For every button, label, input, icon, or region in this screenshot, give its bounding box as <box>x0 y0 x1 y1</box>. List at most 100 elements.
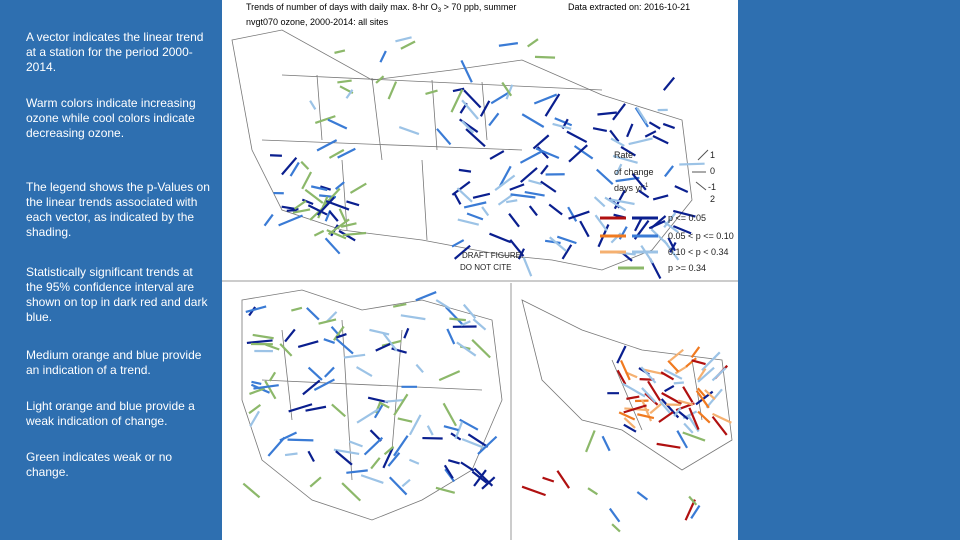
trend-vector <box>444 306 464 326</box>
trend-vector <box>456 341 477 357</box>
trend-vector <box>281 156 298 176</box>
trend-vector <box>330 326 342 338</box>
trend-vector <box>288 403 313 413</box>
trend-vector <box>375 75 385 84</box>
trend-vector <box>309 476 322 488</box>
trend-vector <box>459 418 479 431</box>
trend-vector <box>479 100 491 117</box>
trend-vector <box>278 214 303 227</box>
trend-vector <box>623 423 637 433</box>
trend-vector <box>592 127 608 133</box>
trend-vector <box>467 433 489 448</box>
trend-vector <box>638 189 650 199</box>
trend-vector <box>610 137 625 147</box>
trend-vector <box>328 148 345 159</box>
trend-vector <box>612 154 638 164</box>
trend-vector <box>644 130 657 138</box>
trend-vector <box>601 435 611 452</box>
trend-vector <box>291 306 303 312</box>
trend-vector <box>393 435 409 457</box>
trend-vector <box>327 218 350 236</box>
trend-vector <box>458 168 472 173</box>
trend-vector <box>688 407 700 431</box>
trend-vector <box>342 231 367 237</box>
draft-note: DRAFT FIGURE: <box>462 251 523 260</box>
trend-vector <box>301 171 313 190</box>
trend-vector <box>383 445 395 456</box>
trend-vector <box>382 447 394 469</box>
trend-vector <box>461 438 485 449</box>
trend-vector <box>382 332 398 352</box>
trend-vector <box>310 185 328 192</box>
trend-vector <box>501 81 513 97</box>
trend-vector <box>663 368 683 380</box>
trend-vector <box>623 404 647 414</box>
trend-vector <box>318 318 337 325</box>
trend-vector <box>667 237 676 252</box>
trend-vector <box>626 123 634 138</box>
trend-vector <box>656 442 681 449</box>
trend-vector <box>337 147 356 159</box>
trend-vector <box>587 487 598 496</box>
trend-vector <box>268 371 277 382</box>
trend-vector <box>510 193 536 199</box>
trend-vector <box>463 89 482 109</box>
trend-vector <box>453 192 462 205</box>
figure-subtitle: nvgt070 ozone, 2000-2014: all sites <box>246 17 389 27</box>
trend-vector <box>325 200 350 211</box>
trend-vector <box>481 206 490 217</box>
trend-vector <box>540 164 549 175</box>
trend-vector <box>333 325 345 341</box>
trend-vector <box>443 425 459 432</box>
trend-vector <box>379 50 387 63</box>
trend-vector <box>317 196 329 219</box>
trend-vector <box>326 229 347 240</box>
rate-label: of change <box>614 167 654 177</box>
trend-vector <box>568 210 590 220</box>
trend-vector <box>391 347 407 354</box>
trend-vector <box>471 338 491 359</box>
trend-vector <box>265 343 280 351</box>
trend-vector <box>641 387 657 404</box>
trend-vector <box>631 172 647 191</box>
trend-vector <box>333 448 360 455</box>
trend-vector <box>289 161 300 177</box>
trend-vector <box>593 196 606 208</box>
trend-vector <box>408 458 420 465</box>
trend-vector <box>540 180 557 193</box>
trend-vector <box>387 81 398 100</box>
trend-vector <box>450 89 464 113</box>
trend-vector <box>378 401 390 409</box>
map-borders <box>231 29 733 521</box>
legend-label: 0.05 < p <= 0.10 <box>668 231 734 241</box>
trend-vector <box>521 113 545 128</box>
trend-vector <box>395 36 412 43</box>
trend-vector <box>287 438 314 442</box>
trend-vector <box>373 403 384 419</box>
trend-vector <box>712 412 732 424</box>
trend-vector <box>585 430 596 453</box>
trend-vector <box>498 42 519 47</box>
scale-label: 0 <box>710 166 715 176</box>
trend-vector <box>284 452 298 457</box>
trend-vector <box>636 491 649 501</box>
figure: Trends of number of days with daily max.… <box>222 0 738 540</box>
trend-vector <box>435 299 451 310</box>
trend-vector <box>610 198 635 206</box>
trend-vector <box>618 411 636 421</box>
trend-vector <box>316 139 338 152</box>
trend-vector <box>623 417 636 429</box>
trend-vector <box>704 389 716 401</box>
trend-vector <box>313 378 335 391</box>
trend-vector <box>497 193 514 206</box>
trend-vector <box>615 163 623 176</box>
trend-vector <box>472 318 487 331</box>
trend-vector <box>341 482 362 502</box>
rate-label: days yr-1 <box>614 183 649 193</box>
trend-vector <box>446 328 456 345</box>
trend-vector <box>472 192 491 199</box>
trend-vector <box>609 129 620 143</box>
trend-vector <box>650 228 669 246</box>
trend-vector <box>443 464 454 479</box>
scale-label: 1 <box>710 150 715 160</box>
